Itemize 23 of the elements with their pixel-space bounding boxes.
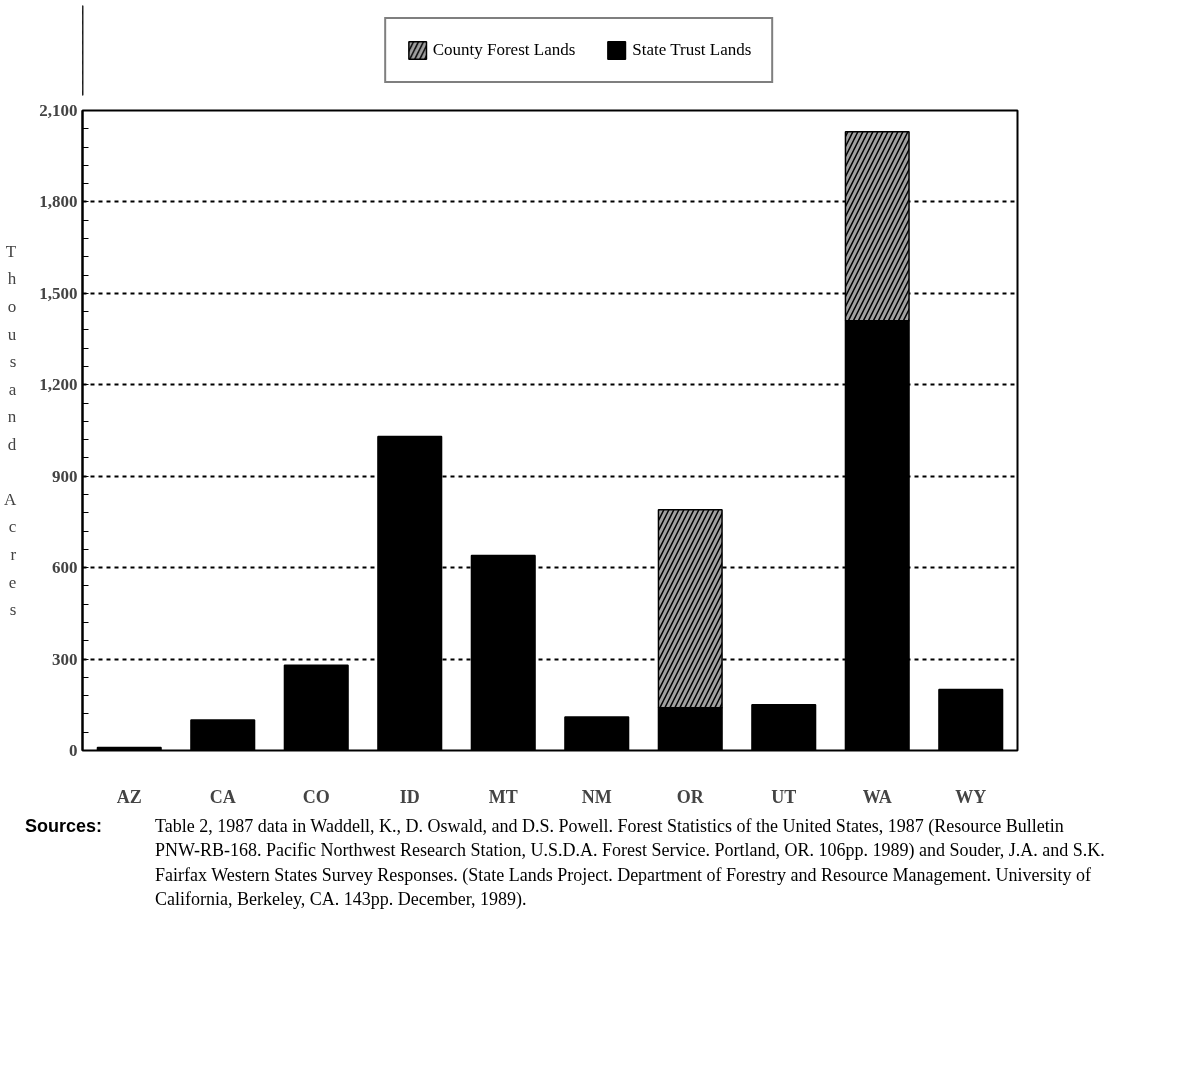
x-tick-label: WY xyxy=(955,786,987,807)
x-tick-label: CA xyxy=(209,786,236,807)
y-tick-label: 1,200 xyxy=(39,375,78,395)
x-tick-label: AZ xyxy=(116,786,142,807)
y-tick-label: 600 xyxy=(52,558,78,578)
x-tick-label: WA xyxy=(862,786,892,807)
x-tick-label: NM xyxy=(581,786,612,807)
y-tick-label: 0 xyxy=(69,741,78,760)
y-tick-label: 900 xyxy=(52,466,78,486)
legend-label: State Trust Lands xyxy=(632,40,752,60)
text: Thousand Acres xyxy=(3,241,17,620)
source-note: Sources: xyxy=(24,815,104,838)
y-tick-label: 1,800 xyxy=(39,192,78,212)
caption: Table 2, 1987 data in Waddell, K., D. Oswald, and D.S. Powell. Forest Statistics of the United States, 1987 (Resource Bulletin PNW-RB-168. Pacific Northwest Research Station, U.S.D.A. Forest Service. Portland, OR. 106pp. 1989) and Souder, J.A. and S.K. Fairfax Western States Survey Responses. (State Lands Project. Department of Forestry and Resource Management. University of California, Berkeley, CA. 143pp. December, 1989). xyxy=(155,815,1105,911)
y-tick-label: 300 xyxy=(52,649,78,669)
legend-label: County Forest Lands xyxy=(432,40,576,60)
x-tick-label: UT xyxy=(771,786,797,807)
x-tick-label: OR xyxy=(676,786,705,807)
x-tick-label: ID xyxy=(399,786,420,807)
y-tick-label: 1,500 xyxy=(39,283,78,303)
y-tick-label: 2,100 xyxy=(39,101,78,120)
x-tick-label: MT xyxy=(488,786,518,807)
x-tick-label: CO xyxy=(302,786,330,807)
